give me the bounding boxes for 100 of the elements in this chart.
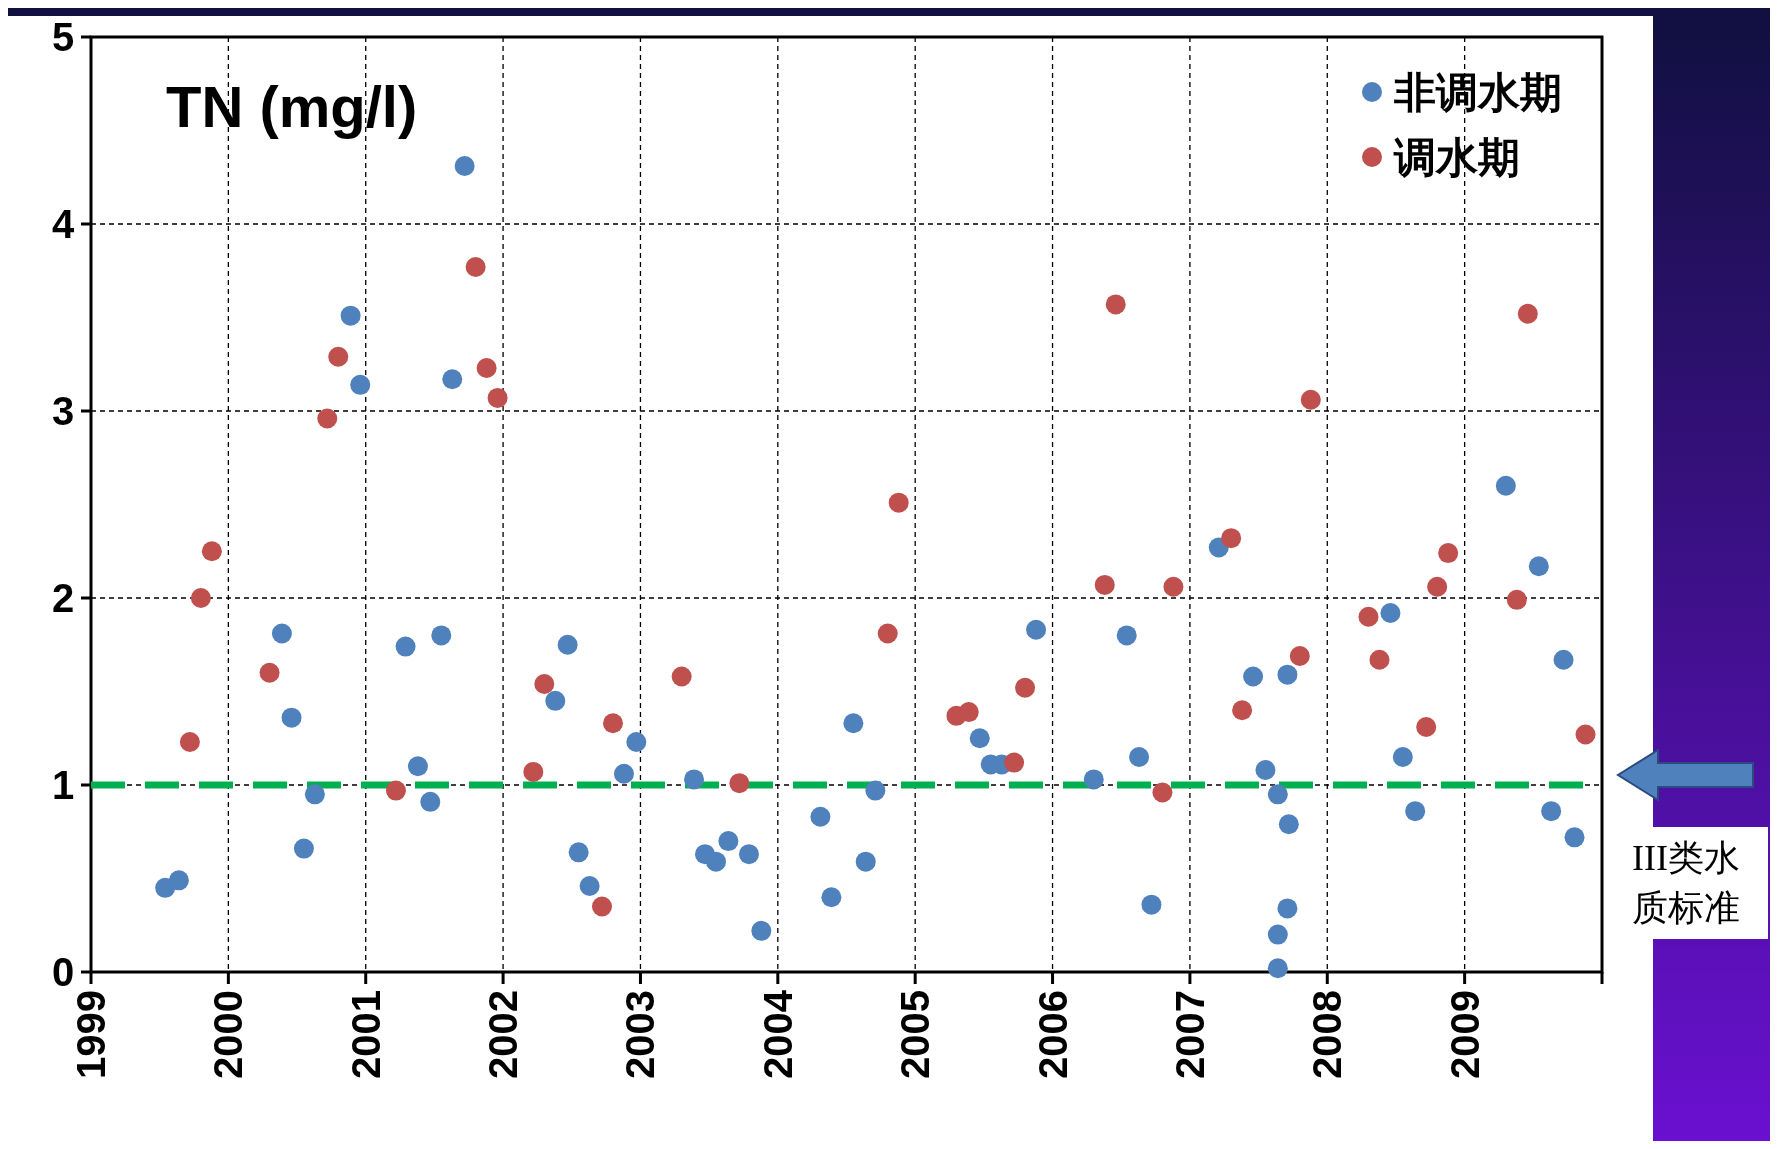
- point: [958, 702, 979, 723]
- point: [1300, 389, 1321, 410]
- y-tick-label: 4: [51, 202, 75, 246]
- x-tick-label: 2002: [481, 990, 526, 1079]
- point: [821, 887, 842, 908]
- point: [545, 690, 566, 711]
- point: [729, 773, 750, 794]
- y-tick-label: 1: [51, 763, 75, 807]
- point: [340, 305, 361, 326]
- point: [1392, 746, 1413, 767]
- legend-label: 调水期: [1393, 132, 1520, 182]
- point: [1141, 894, 1162, 915]
- point: [201, 541, 222, 562]
- point: [888, 492, 909, 513]
- point: [1267, 784, 1288, 805]
- point: [626, 731, 647, 752]
- point: [684, 769, 705, 790]
- point: [613, 763, 634, 784]
- point: [1083, 769, 1104, 790]
- point: [877, 623, 898, 644]
- point: [1405, 801, 1426, 822]
- x-tick-label: 2007: [1167, 990, 1212, 1079]
- point: [602, 713, 623, 734]
- point: [1152, 782, 1173, 803]
- point: [855, 851, 876, 872]
- x-tick-label: 2004: [755, 989, 800, 1079]
- point: [1528, 556, 1549, 577]
- point: [281, 707, 302, 728]
- point: [1369, 649, 1390, 670]
- point: [1289, 645, 1310, 666]
- point: [1015, 677, 1036, 698]
- point: [293, 838, 314, 859]
- point: [1564, 827, 1585, 848]
- point: [523, 761, 544, 782]
- x-tick-label: 2001: [343, 990, 388, 1079]
- point: [1277, 664, 1298, 685]
- point: [810, 806, 831, 827]
- point: [168, 870, 189, 891]
- point: [1129, 746, 1150, 767]
- point: [1105, 294, 1126, 315]
- point: [1267, 958, 1288, 979]
- point: [1278, 814, 1299, 835]
- point: [350, 374, 371, 395]
- point: [1232, 700, 1253, 721]
- point: [557, 634, 578, 655]
- point: [190, 588, 211, 608]
- point: [718, 831, 739, 852]
- ref-line-label: III类水质标准: [1632, 838, 1740, 928]
- point: [1004, 752, 1025, 773]
- point: [1267, 924, 1288, 945]
- point: [534, 674, 555, 695]
- point: [1026, 619, 1047, 640]
- point: [591, 896, 612, 917]
- point: [1380, 602, 1401, 623]
- point: [476, 357, 497, 378]
- point: [1438, 543, 1459, 564]
- point: [1517, 303, 1538, 324]
- point: [671, 666, 692, 687]
- point: [431, 625, 452, 646]
- point: [1553, 649, 1574, 670]
- point: [1416, 717, 1437, 738]
- point: [1358, 606, 1379, 627]
- legend-label: 非调水期: [1393, 67, 1562, 117]
- point: [1427, 576, 1448, 597]
- x-tick-label: 2006: [1030, 990, 1075, 1079]
- point: [1495, 475, 1516, 496]
- point: [259, 662, 280, 683]
- point: [969, 728, 990, 749]
- point: [843, 713, 864, 734]
- point: [1243, 666, 1264, 687]
- point: [706, 851, 727, 872]
- point: [420, 791, 441, 812]
- point: [865, 780, 886, 801]
- point: [304, 784, 325, 805]
- point: [442, 369, 463, 390]
- point: [385, 780, 406, 801]
- point: [1575, 724, 1596, 745]
- point: [317, 408, 338, 429]
- point: [1277, 898, 1298, 919]
- point: [179, 731, 200, 752]
- point: [407, 756, 428, 777]
- point: [395, 636, 416, 657]
- point: [1116, 625, 1137, 646]
- point: [1255, 760, 1276, 781]
- point: [328, 346, 349, 367]
- x-tick-label: 2009: [1442, 990, 1487, 1079]
- point: [579, 875, 600, 896]
- y-tick-label: 5: [51, 15, 75, 59]
- point: [1541, 801, 1562, 822]
- point: [487, 387, 508, 408]
- x-tick-label: 2000: [206, 990, 251, 1079]
- point: [1221, 528, 1242, 549]
- y-tick-label: 2: [51, 576, 75, 620]
- text: TN (mg/l): [166, 74, 418, 139]
- x-tick-label: 2003: [618, 990, 663, 1079]
- point: [1163, 576, 1184, 597]
- point: [568, 842, 589, 863]
- point: [738, 844, 759, 865]
- point: [1094, 574, 1115, 595]
- point: [751, 920, 772, 941]
